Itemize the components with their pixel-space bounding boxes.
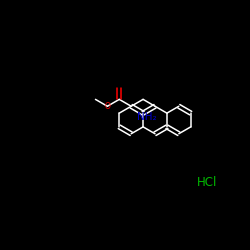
Text: HCl: HCl — [197, 176, 218, 189]
Text: O: O — [104, 102, 110, 111]
Text: NH₂: NH₂ — [138, 112, 157, 122]
